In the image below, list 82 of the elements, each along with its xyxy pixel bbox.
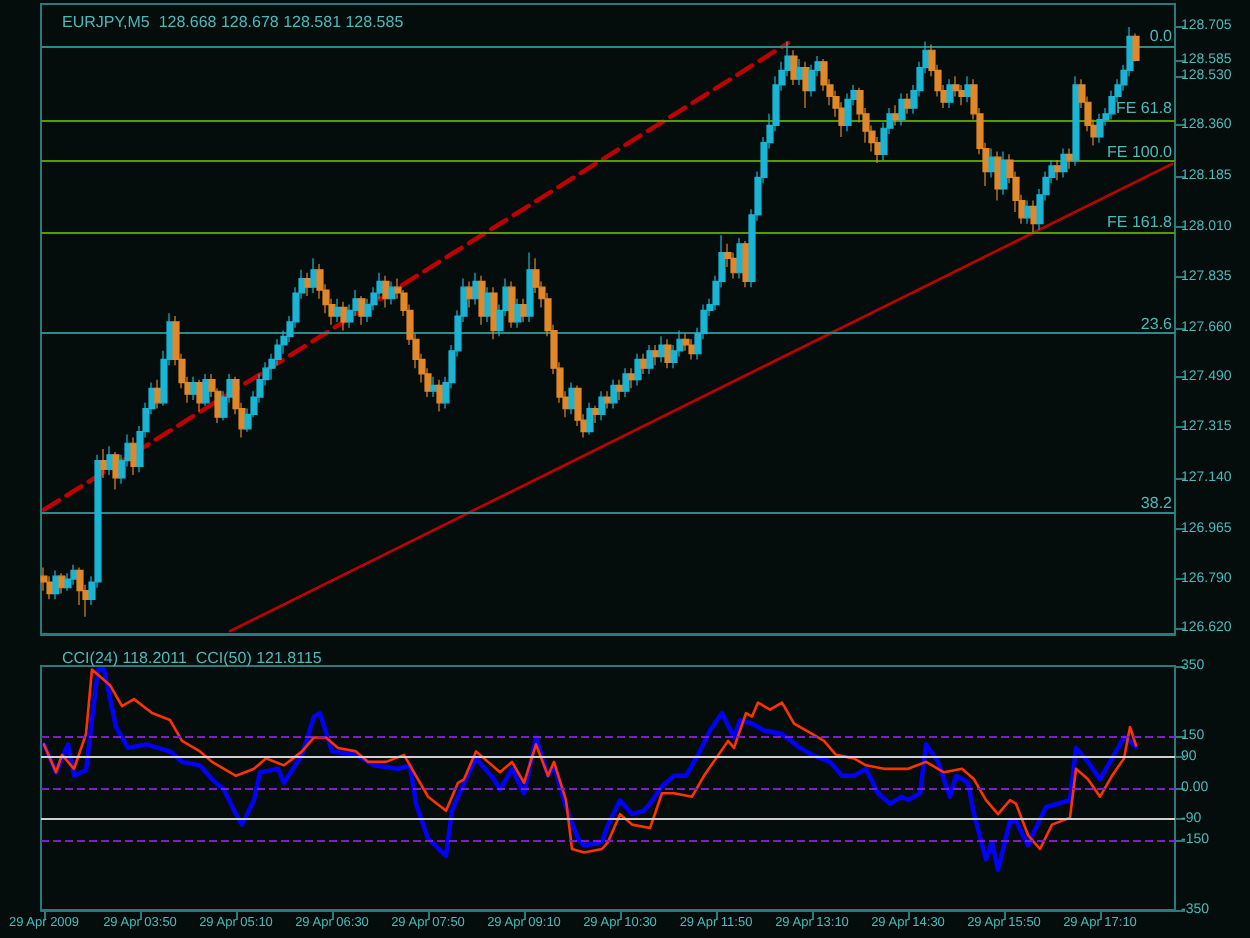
candlestick bbox=[628, 367, 636, 389]
candlestick bbox=[952, 75, 960, 98]
candlestick bbox=[1030, 199, 1038, 233]
candlestick bbox=[514, 298, 522, 329]
chart-title: CCI(24) 118.2011 CCI(50) 121.8115 bbox=[62, 649, 323, 667]
candlestick bbox=[484, 286, 492, 323]
candlestick bbox=[586, 402, 594, 436]
candlestick bbox=[610, 379, 618, 410]
candlestick bbox=[592, 405, 600, 424]
candlestick bbox=[682, 332, 690, 352]
annotation: 38.2 bbox=[1140, 493, 1174, 512]
candlestick bbox=[70, 564, 78, 586]
candlestick bbox=[1132, 32, 1140, 63]
candlestick bbox=[202, 373, 210, 407]
candlestick bbox=[382, 275, 390, 309]
candlestick bbox=[466, 280, 474, 309]
candlestick bbox=[652, 344, 660, 366]
text: EURJPY,M5 128.668 128.678 128.581 128.585 bbox=[62, 13, 405, 31]
candlestick bbox=[430, 376, 438, 398]
candlestick bbox=[640, 353, 648, 375]
candlestick bbox=[964, 75, 972, 103]
candlestick bbox=[388, 280, 396, 306]
candlestick bbox=[52, 569, 60, 600]
candlestick bbox=[340, 301, 348, 332]
candlestick bbox=[598, 390, 606, 421]
candlestick bbox=[334, 298, 342, 323]
candlestick bbox=[100, 448, 108, 479]
candlestick bbox=[616, 379, 624, 401]
candlestick bbox=[688, 338, 696, 361]
candlestick bbox=[358, 295, 366, 326]
candlestick bbox=[478, 275, 486, 326]
candlestick bbox=[106, 445, 114, 476]
candlestick bbox=[802, 61, 810, 109]
candlestick bbox=[790, 49, 798, 86]
annotation: FE 61.8 bbox=[1115, 99, 1174, 118]
candlestick bbox=[508, 280, 516, 329]
annotation: 23.6 bbox=[1140, 315, 1174, 334]
candlestick bbox=[64, 572, 72, 592]
candlestick bbox=[658, 335, 666, 363]
annotation: 0.0 bbox=[1149, 26, 1174, 45]
candlestick bbox=[130, 436, 138, 476]
candlestick bbox=[958, 84, 966, 106]
candlestick bbox=[892, 104, 900, 126]
candlestick bbox=[154, 379, 162, 410]
candlestick bbox=[1096, 113, 1104, 144]
candlestick bbox=[736, 237, 744, 280]
candlestick bbox=[994, 150, 1002, 202]
candlestick bbox=[304, 272, 312, 297]
candlestick bbox=[898, 92, 906, 126]
candlestick bbox=[568, 381, 576, 415]
candlestick bbox=[520, 298, 528, 323]
candlestick bbox=[634, 353, 642, 387]
candlestick bbox=[112, 451, 120, 491]
candlestick bbox=[472, 272, 480, 306]
candlestick bbox=[646, 344, 654, 375]
candlestick bbox=[946, 78, 954, 109]
candlestick bbox=[796, 58, 804, 86]
candlestick bbox=[1054, 159, 1062, 181]
candlestick bbox=[844, 92, 852, 132]
candlestick bbox=[1024, 199, 1032, 225]
candlestick bbox=[988, 147, 996, 178]
candlestick bbox=[46, 575, 54, 600]
candlestick bbox=[58, 572, 66, 595]
candlestick bbox=[1060, 147, 1068, 178]
candlestick bbox=[664, 338, 672, 369]
candlestick bbox=[436, 379, 444, 413]
candlestick bbox=[622, 367, 630, 398]
candlestick bbox=[604, 390, 612, 410]
candlestick bbox=[1066, 147, 1074, 170]
candlestick bbox=[1000, 150, 1008, 196]
candlestick bbox=[196, 379, 204, 413]
candlestick bbox=[808, 64, 816, 98]
annotation: FE 161.8 bbox=[1107, 213, 1174, 232]
candlestick bbox=[526, 251, 534, 323]
candlestick bbox=[40, 566, 48, 592]
annotation: FE 100.0 bbox=[1107, 142, 1174, 161]
candlestick bbox=[310, 257, 318, 294]
candlestick bbox=[1072, 75, 1080, 167]
candlestick bbox=[730, 251, 738, 280]
candlestick bbox=[904, 92, 912, 115]
candlestick bbox=[490, 286, 498, 340]
candlestick bbox=[190, 376, 198, 401]
